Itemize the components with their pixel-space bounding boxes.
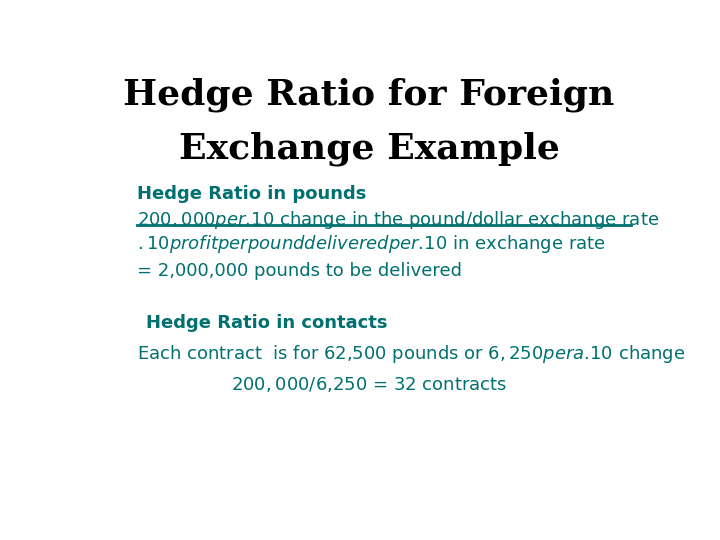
Text: Hedge Ratio for Foreign: Hedge Ratio for Foreign — [123, 77, 615, 112]
Text: Hedge Ratio in contacts: Hedge Ratio in contacts — [145, 314, 387, 332]
Text: $200,000 per $.10 change in the pound/dollar exchange rate: $200,000 per $.10 change in the pound/do… — [138, 210, 660, 232]
Text: = 2,000,000 pounds to be delivered: = 2,000,000 pounds to be delivered — [138, 262, 462, 280]
Text: $.10 profit  per pound delivered per $.10 in exchange rate: $.10 profit per pound delivered per $.10… — [138, 233, 606, 255]
Text: $200,000 / $6,250 = 32 contracts: $200,000 / $6,250 = 32 contracts — [231, 375, 507, 394]
Text: Exchange Example: Exchange Example — [179, 131, 559, 166]
Text: Each contract  is for 62,500 pounds or $6,250 per a $.10 change: Each contract is for 62,500 pounds or $6… — [138, 343, 686, 366]
Text: Hedge Ratio in pounds: Hedge Ratio in pounds — [138, 185, 366, 204]
